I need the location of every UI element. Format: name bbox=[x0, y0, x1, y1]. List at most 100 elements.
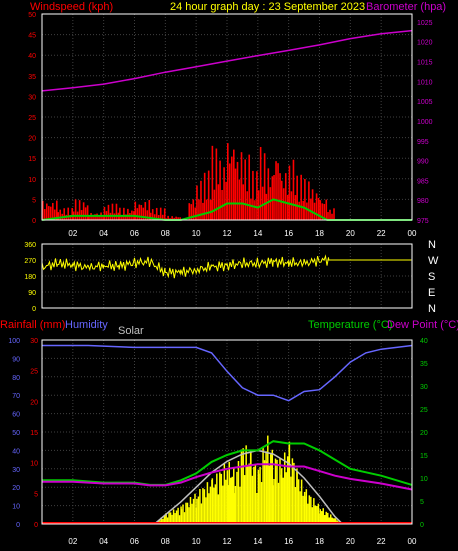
solar-bar bbox=[288, 441, 291, 524]
compass-label: N bbox=[428, 303, 436, 315]
wind-bar bbox=[207, 170, 210, 220]
solar-bar bbox=[220, 473, 223, 524]
temperature-tick-label: 10 bbox=[420, 476, 428, 483]
solar-bar bbox=[216, 473, 218, 524]
dewpoint-label: Dew Point (°C) bbox=[387, 319, 458, 331]
solar-bar bbox=[240, 449, 243, 524]
solar-bar bbox=[304, 496, 306, 524]
solar-bar bbox=[314, 505, 317, 524]
barometer-tick-label: 1010 bbox=[417, 79, 433, 86]
compass-label: N bbox=[428, 239, 436, 251]
wind-tick-label: 30 bbox=[28, 94, 36, 101]
wind-bar bbox=[161, 214, 164, 220]
solar-bar bbox=[268, 465, 271, 524]
wind-bar bbox=[155, 207, 158, 220]
avg-wind-line bbox=[41, 198, 412, 221]
humidity-tick-label: 70 bbox=[12, 393, 20, 400]
solar-bar bbox=[194, 493, 196, 524]
x-tick-label: 12 bbox=[223, 537, 232, 546]
solar-bar bbox=[202, 488, 204, 524]
barometer-tick-label: 985 bbox=[417, 178, 429, 185]
wind-bar bbox=[46, 203, 48, 220]
wind-bar bbox=[98, 215, 100, 220]
barometer-tick-label: 1025 bbox=[417, 20, 433, 27]
wind-bar bbox=[267, 168, 270, 220]
solar-bar bbox=[165, 513, 167, 524]
wind-tick-label: 25 bbox=[28, 115, 36, 122]
wind-bar bbox=[148, 200, 151, 220]
temperature-tick-label: 40 bbox=[420, 338, 428, 345]
wind-bar bbox=[138, 204, 141, 220]
wind-bar bbox=[119, 207, 121, 220]
wind-bar bbox=[213, 189, 216, 220]
solar-bar bbox=[283, 452, 286, 524]
solar-bar bbox=[245, 445, 247, 524]
wind-bar bbox=[257, 190, 260, 220]
solar-bar bbox=[206, 482, 209, 524]
solar-bar bbox=[163, 515, 166, 524]
solar-bar bbox=[307, 503, 309, 524]
wind-tick-label: 5 bbox=[32, 197, 36, 204]
direction-tick-label: 90 bbox=[28, 290, 36, 297]
wind-bar bbox=[321, 203, 324, 220]
solar-bar bbox=[324, 515, 326, 524]
wind-bar bbox=[203, 172, 206, 220]
rain-tick-label: 15 bbox=[30, 430, 38, 437]
wind-bar bbox=[140, 205, 143, 220]
solar-bar bbox=[162, 518, 164, 524]
compass-label: S bbox=[428, 271, 435, 283]
solar-bar bbox=[160, 517, 163, 524]
x-tick-label: 06 bbox=[130, 537, 139, 546]
solar-bar bbox=[242, 448, 244, 524]
wind-bar bbox=[308, 181, 310, 220]
x-tick-label: 00 bbox=[408, 229, 417, 238]
wind-bar bbox=[78, 200, 81, 220]
wind-bar bbox=[286, 194, 289, 220]
x-tick-label: 16 bbox=[284, 537, 293, 546]
rain-tick-label: 20 bbox=[30, 399, 38, 406]
wind-bar bbox=[198, 199, 200, 220]
wind-bar bbox=[102, 216, 104, 220]
wind-bar bbox=[48, 206, 50, 220]
wind-bar bbox=[86, 205, 89, 220]
solar-bar bbox=[257, 473, 260, 524]
wind-bar bbox=[88, 215, 90, 220]
wind-bar bbox=[142, 207, 145, 220]
wind-bar bbox=[163, 208, 166, 220]
barometer-tick-label: 1000 bbox=[417, 119, 433, 126]
solar-bar bbox=[233, 467, 235, 524]
wind-bar bbox=[292, 159, 295, 220]
solar-bar bbox=[246, 465, 249, 524]
wind-bar bbox=[294, 195, 297, 220]
wind-bar bbox=[269, 187, 272, 220]
barometer-tick-label: 995 bbox=[417, 139, 429, 146]
solar-bar bbox=[290, 476, 292, 524]
rain-tick-label: 5 bbox=[34, 491, 38, 498]
wind-bar bbox=[233, 149, 235, 220]
solar-bar bbox=[168, 512, 170, 524]
wind-bar bbox=[125, 214, 127, 220]
solar-bar bbox=[228, 461, 230, 524]
wind-bar bbox=[225, 181, 227, 220]
solar-bar bbox=[251, 475, 254, 524]
solar-bar bbox=[253, 466, 255, 524]
rainfall-label: Rainfall (mm) bbox=[0, 319, 65, 331]
wind-bar bbox=[273, 175, 275, 220]
x-tick-label: 02 bbox=[68, 537, 77, 546]
solar-bar bbox=[175, 510, 178, 524]
wind-bar bbox=[265, 193, 268, 220]
wind-bar bbox=[234, 168, 237, 220]
solar-bar bbox=[225, 479, 227, 524]
wind-bar bbox=[196, 185, 198, 220]
wind-tick-label: 40 bbox=[28, 53, 36, 60]
solar-bar bbox=[171, 514, 173, 524]
solar-bar bbox=[219, 472, 221, 524]
solar-bar bbox=[196, 498, 198, 524]
wind-bar bbox=[300, 174, 302, 220]
wind-bar bbox=[280, 180, 283, 220]
wind-bar bbox=[219, 160, 221, 220]
solar-bar bbox=[280, 468, 283, 524]
x-tick-label: 20 bbox=[346, 537, 355, 546]
solar-bar bbox=[296, 471, 298, 524]
wind-tick-label: 15 bbox=[28, 156, 36, 163]
